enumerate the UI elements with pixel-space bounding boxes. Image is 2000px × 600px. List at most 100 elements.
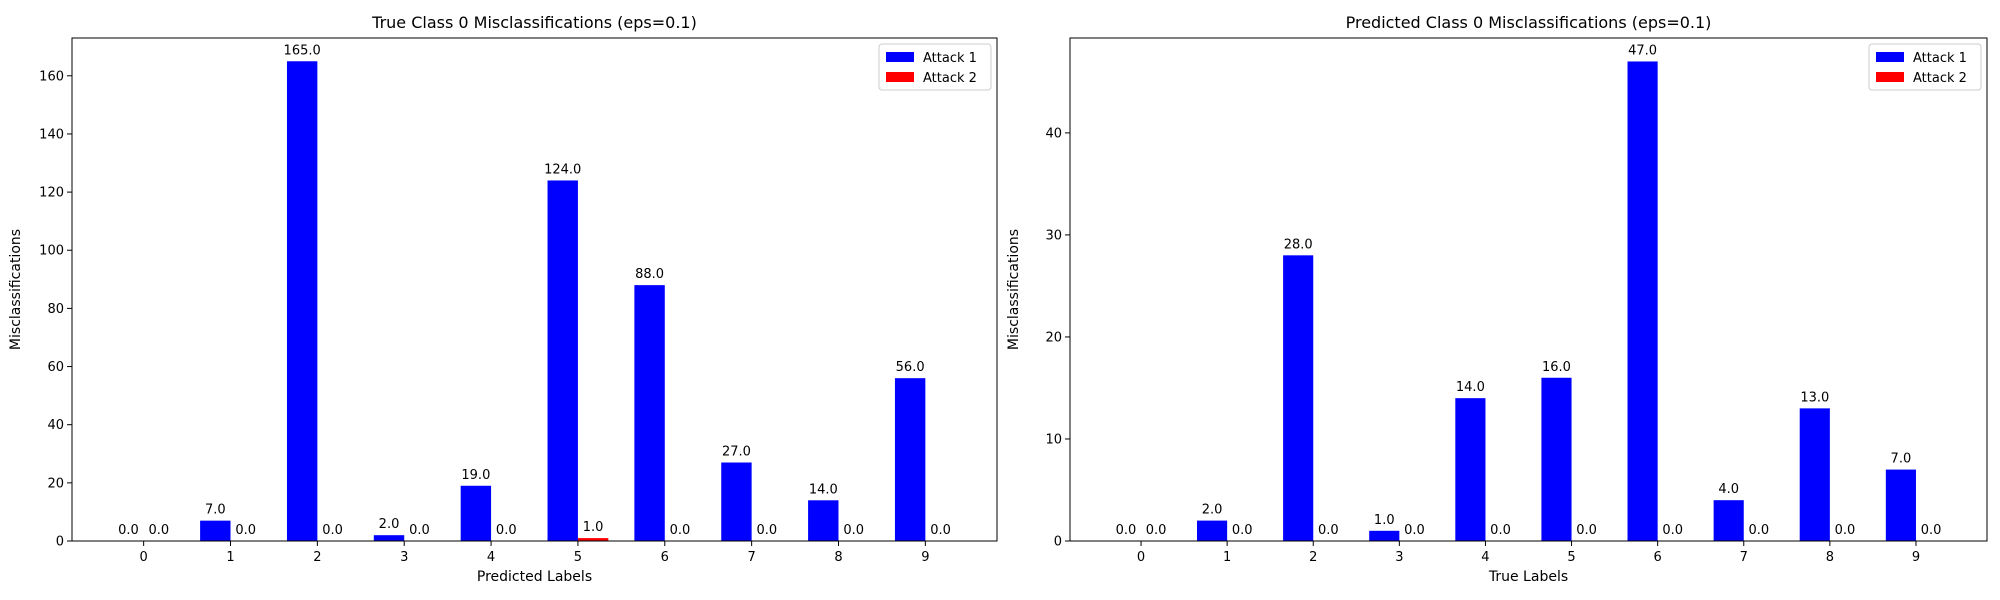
data-label: 0.0 bbox=[235, 523, 256, 538]
x-tick-label: 7 bbox=[1740, 550, 1748, 565]
x-tick-label: 3 bbox=[400, 550, 408, 565]
data-label: 0.0 bbox=[843, 523, 864, 538]
bar-attack-2-5 bbox=[577, 538, 609, 541]
x-tick-label: 7 bbox=[747, 550, 755, 565]
y-tick-label: 20 bbox=[1045, 330, 1062, 345]
data-label: 165.0 bbox=[284, 43, 321, 58]
data-label: 14.0 bbox=[1456, 380, 1485, 395]
y-tick-label: 40 bbox=[1045, 126, 1062, 141]
y-tick-label: 140 bbox=[39, 127, 64, 142]
data-label: 56.0 bbox=[896, 360, 925, 375]
y-tick-label: 20 bbox=[47, 476, 64, 491]
data-label: 16.0 bbox=[1542, 360, 1571, 375]
legend-label: Attack 2 bbox=[1913, 71, 1967, 86]
x-tick-label: 1 bbox=[1223, 550, 1231, 565]
bar-attack-1-9 bbox=[1885, 469, 1916, 541]
data-label: 7.0 bbox=[1891, 452, 1912, 467]
data-label: 124.0 bbox=[544, 162, 581, 177]
chart-title: True Class 0 Misclassifications (eps=0.1… bbox=[371, 13, 697, 32]
legend-swatch-attack-2 bbox=[1876, 72, 1904, 82]
y-tick-label: 120 bbox=[39, 186, 64, 201]
x-tick-label: 0 bbox=[1137, 550, 1145, 565]
legend-swatch-attack-1 bbox=[886, 52, 914, 62]
plot-frame bbox=[71, 37, 998, 542]
bar-attack-1-1 bbox=[1197, 520, 1228, 541]
data-label: 0.0 bbox=[670, 523, 691, 538]
x-tick-label: 4 bbox=[1481, 550, 1489, 565]
x-tick-label: 2 bbox=[313, 550, 321, 565]
bar-attack-1-1 bbox=[200, 520, 231, 541]
y-tick-label: 60 bbox=[47, 360, 64, 375]
data-label: 1.0 bbox=[583, 520, 604, 535]
data-label: 0.0 bbox=[322, 523, 343, 538]
data-label: 13.0 bbox=[1800, 390, 1829, 405]
data-label: 88.0 bbox=[635, 267, 664, 282]
legend-label: Attack 1 bbox=[923, 51, 977, 66]
x-tick-label: 6 bbox=[1654, 550, 1662, 565]
chart-panel-0: True Class 0 Misclassifications (eps=0.1… bbox=[8, 13, 998, 585]
bar-attack-1-7 bbox=[1713, 500, 1744, 541]
bar-attack-1-7 bbox=[721, 462, 752, 541]
x-tick-label: 5 bbox=[574, 550, 582, 565]
x-tick-label: 8 bbox=[1826, 550, 1834, 565]
x-tick-label: 6 bbox=[661, 550, 669, 565]
legend-label: Attack 2 bbox=[923, 71, 977, 86]
bar-attack-1-8 bbox=[1799, 408, 1830, 541]
data-label: 0.0 bbox=[930, 523, 951, 538]
data-label: 0.0 bbox=[118, 523, 139, 538]
data-label: 14.0 bbox=[809, 482, 838, 497]
x-tick-label: 9 bbox=[921, 550, 929, 565]
data-label: 0.0 bbox=[1146, 523, 1167, 538]
bar-attack-1-3 bbox=[1369, 530, 1400, 541]
x-tick-label: 8 bbox=[834, 550, 842, 565]
data-label: 47.0 bbox=[1628, 43, 1657, 58]
data-label: 0.0 bbox=[1748, 523, 1769, 538]
bar-attack-1-3 bbox=[373, 535, 405, 541]
x-tick-label: 0 bbox=[140, 550, 148, 565]
x-tick-label: 2 bbox=[1309, 550, 1317, 565]
data-label: 7.0 bbox=[205, 503, 226, 518]
data-label: 2.0 bbox=[379, 517, 400, 532]
data-label: 19.0 bbox=[461, 468, 490, 483]
chart-panel-1: Predicted Class 0 Misclassifications (ep… bbox=[1006, 13, 1988, 585]
plot-frame bbox=[1069, 37, 1988, 542]
x-axis-label: True Labels bbox=[1488, 569, 1568, 585]
y-tick-label: 0 bbox=[56, 535, 64, 550]
y-tick-label: 10 bbox=[1045, 432, 1062, 447]
data-label: 0.0 bbox=[1662, 523, 1683, 538]
data-label: 28.0 bbox=[1284, 237, 1313, 252]
data-label: 0.0 bbox=[1116, 523, 1137, 538]
legend: Attack 1 Attack 2 bbox=[878, 43, 992, 91]
data-label: 0.0 bbox=[496, 523, 517, 538]
data-label: 1.0 bbox=[1374, 513, 1395, 528]
bar-attack-1-6 bbox=[1627, 61, 1658, 542]
legend-label: Attack 1 bbox=[1913, 51, 1967, 66]
bar-attack-1-8 bbox=[808, 500, 839, 541]
bar-attack-1-9 bbox=[894, 378, 926, 541]
y-tick-label: 40 bbox=[47, 418, 64, 433]
data-label: 0.0 bbox=[409, 523, 430, 538]
legend-swatch-attack-2 bbox=[886, 72, 914, 82]
data-label: 0.0 bbox=[149, 523, 170, 538]
data-label: 0.0 bbox=[1835, 523, 1856, 538]
bar-attack-1-5 bbox=[1541, 377, 1572, 541]
legend-swatch-attack-1 bbox=[1876, 52, 1904, 62]
data-label: 0.0 bbox=[1921, 523, 1942, 538]
y-tick-label: 30 bbox=[1045, 228, 1062, 243]
data-label: 0.0 bbox=[1490, 523, 1511, 538]
y-axis-label: Misclassifications bbox=[8, 229, 24, 350]
bar-attack-1-6 bbox=[634, 285, 665, 541]
data-label: 0.0 bbox=[1576, 523, 1597, 538]
data-label: 0.0 bbox=[1404, 523, 1425, 538]
data-label: 0.0 bbox=[1232, 523, 1253, 538]
y-tick-label: 160 bbox=[39, 69, 64, 84]
data-label: 0.0 bbox=[756, 523, 777, 538]
bar-attack-1-5 bbox=[547, 180, 578, 541]
data-label: 2.0 bbox=[1202, 503, 1223, 518]
y-tick-label: 80 bbox=[47, 302, 64, 317]
bar-attack-1-2 bbox=[1283, 255, 1314, 541]
x-axis-label: Predicted Labels bbox=[477, 569, 592, 585]
x-tick-label: 9 bbox=[1912, 550, 1920, 565]
data-label: 27.0 bbox=[722, 444, 751, 459]
